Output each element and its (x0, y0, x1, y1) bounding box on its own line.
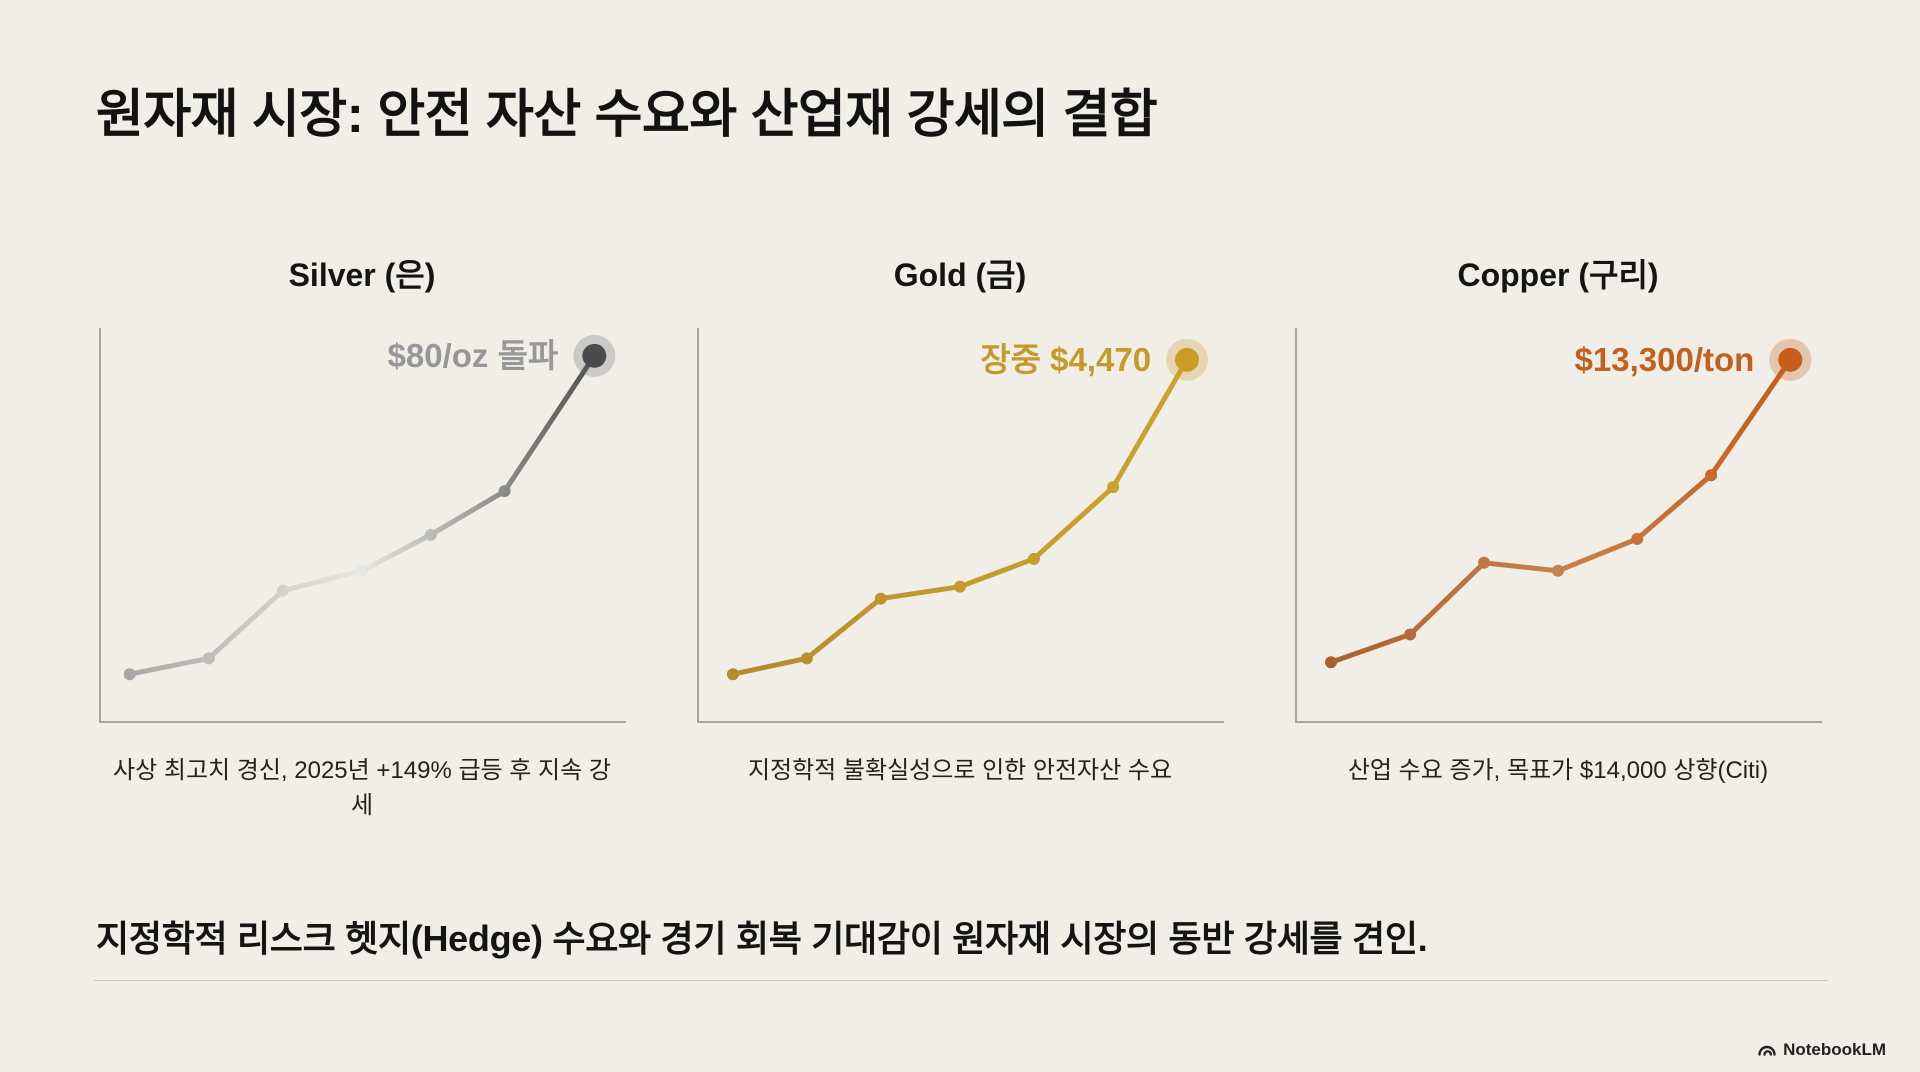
divider-line (94, 980, 1828, 981)
notebooklm-logo: NotebookLM (1757, 1040, 1886, 1060)
gold-chart-title: Gold (금) (893, 257, 1027, 293)
silver-peak-annotation: $80/oz 돌파 (387, 336, 559, 374)
silver-chart-caption: 사상 최고치 경신, 2025년 +149% 급등 후 지속 강세 (113, 757, 611, 819)
silver-chart-block: Silver (은) $80/oz 돌파 사상 최고치 경신, 2025년 +1… (98, 250, 626, 824)
copper-chart-block: Copper (구리) $13,300/ton 산업 수요 증가, 목표가 $1… (1294, 250, 1822, 824)
gold-chart-caption: 지정학적 불확실성으로 인한 안전자산 수요 (747, 757, 1173, 784)
copper-line-chart (1295, 328, 1822, 723)
gold-line-chart (697, 328, 1224, 723)
gold-peak-annotation: 장중 $4,470 (980, 340, 1152, 378)
copper-chart-title: Copper (구리) (1457, 257, 1659, 293)
silver-chart-area: $80/oz 돌파 (98, 324, 626, 724)
copper-chart-caption: 산업 수요 증가, 목표가 $14,000 상향(Citi) (1347, 757, 1769, 784)
brand-label: NotebookLM (1783, 1040, 1886, 1059)
copper-peak-annotation: $13,300/ton (1574, 340, 1755, 378)
page-title: 원자재 시장: 안전 자산 수요와 산업재 강세의 결합 (96, 86, 1158, 144)
gold-chart-block: Gold (금) 장중 $4,470 지정학적 불확실성으로 인한 안전자산 수… (696, 250, 1224, 824)
silver-chart-title: Silver (은) (288, 257, 436, 293)
silver-line-chart (99, 328, 626, 723)
takeaway-text: 지정학적 리스크 헷지(Hedge) 수요와 경기 회복 기대감이 원자재 시장… (96, 918, 1428, 959)
copper-chart-area: $13,300/ton (1294, 324, 1822, 724)
gold-chart-area: 장중 $4,470 (696, 324, 1224, 724)
charts-row: Silver (은) $80/oz 돌파 사상 최고치 경신, 2025년 +1… (98, 250, 1822, 824)
notebooklm-icon (1758, 1045, 1776, 1056)
